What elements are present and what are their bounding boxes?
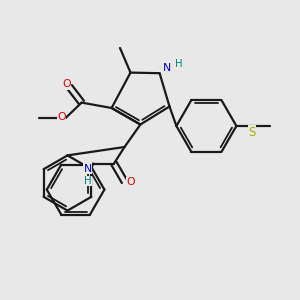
Text: S: S [248, 125, 256, 139]
Text: O: O [57, 112, 66, 122]
Text: O: O [62, 79, 71, 89]
Text: N: N [83, 164, 92, 174]
Text: O: O [126, 177, 135, 187]
Text: N: N [163, 63, 171, 73]
Text: H: H [175, 58, 183, 69]
Text: H: H [84, 176, 92, 186]
